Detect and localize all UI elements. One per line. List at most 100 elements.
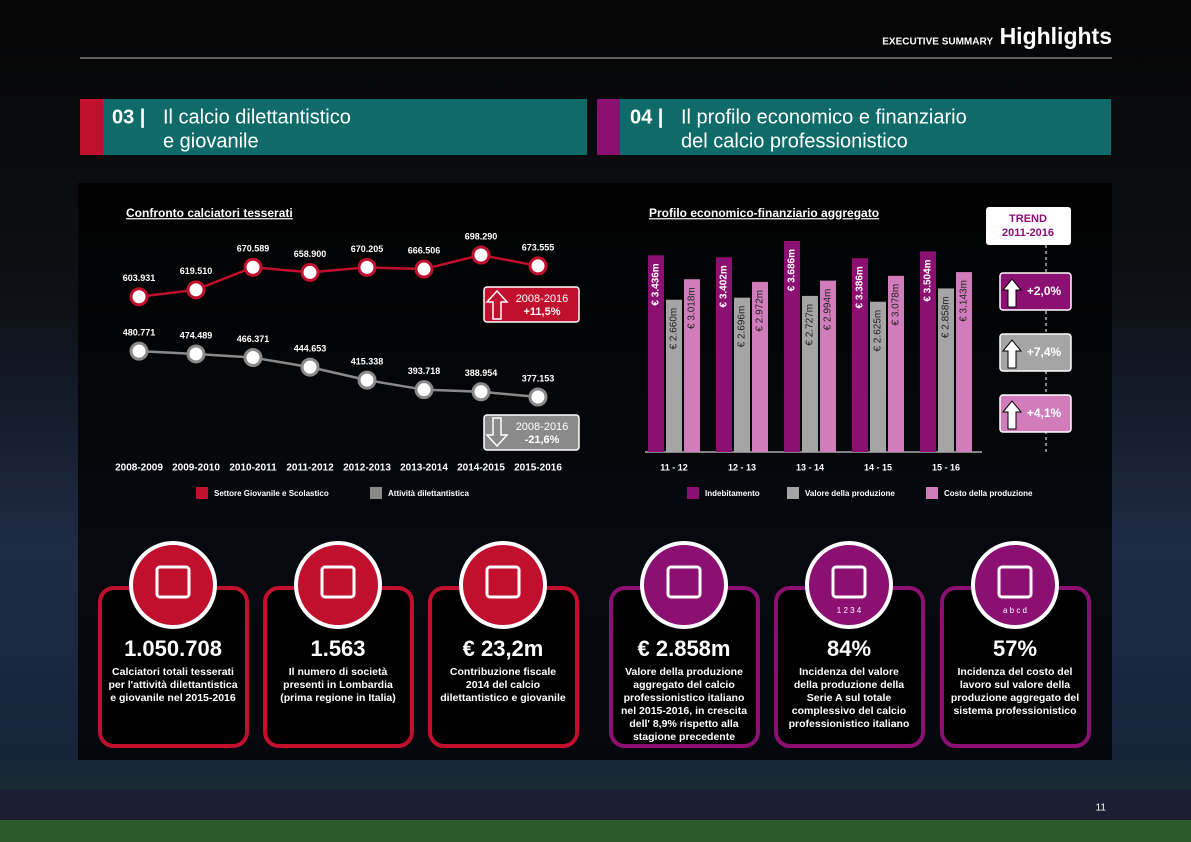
card-description: lavoro sul valore della	[960, 679, 1070, 691]
bar	[752, 281, 768, 452]
legend-label: Attività dilettantistica	[388, 489, 469, 498]
bar	[888, 275, 904, 452]
section-tab	[80, 99, 103, 155]
trend-box	[999, 272, 1072, 311]
legend-label: Settore Giovanile e Scolastico	[214, 489, 329, 498]
trend-value: +4,1%	[1027, 406, 1062, 420]
data-point	[186, 344, 206, 364]
card-description: Incidenza del costo del	[958, 666, 1073, 678]
data-point	[357, 257, 377, 277]
trend-title: TREND	[1009, 213, 1047, 225]
data-point	[471, 245, 491, 265]
content-panel	[78, 183, 1112, 760]
card-description: Il numero di società	[289, 666, 388, 678]
card-icon-glyph	[155, 565, 191, 599]
card-value: € 2.858m	[638, 636, 731, 661]
legend-swatch	[196, 487, 208, 499]
card-icon-glyph	[485, 565, 521, 599]
card-description: della produzione della	[794, 679, 904, 691]
trend-box	[999, 333, 1072, 372]
data-label: 698.290	[465, 231, 498, 241]
data-label: € 2.972m	[755, 290, 766, 332]
data-point	[528, 387, 548, 407]
trend-box	[999, 394, 1072, 433]
card-value: 1.563	[310, 636, 365, 661]
x-tick-label: 2013-2014	[400, 463, 448, 474]
bar	[870, 301, 886, 452]
card-description: dilettantistico e giovanile	[440, 692, 566, 704]
trend-arrow	[1001, 400, 1023, 430]
card-description: complessivo del calcio	[792, 705, 906, 717]
bar	[852, 258, 868, 452]
bar	[802, 295, 818, 452]
x-tick-label: 14 - 15	[864, 462, 892, 472]
section-number: 04 |	[630, 106, 663, 128]
x-tick-label: 2011-2012	[286, 463, 334, 474]
data-label: € 3.402m	[719, 265, 730, 307]
x-tick-label: 2012-2013	[343, 463, 391, 474]
section-title: Il calcio dilettantistico	[163, 106, 351, 128]
card-value: 57%	[993, 636, 1037, 661]
legend-swatch	[370, 487, 382, 499]
section-title: e giovanile	[163, 130, 259, 152]
bar	[716, 257, 732, 452]
card-description: Serie A sul totale	[807, 692, 892, 704]
data-label: 670.589	[237, 244, 270, 254]
chart-title: Profilo economico-finanziario aggregato	[649, 206, 879, 220]
card-description: Incidenza del valore	[799, 666, 899, 678]
data-label: € 3.504m	[923, 259, 934, 301]
page-number: 11	[1096, 803, 1107, 814]
card-icon	[129, 541, 217, 629]
data-point	[528, 256, 548, 276]
legend-swatch	[926, 487, 938, 499]
x-tick-label: 15 - 16	[932, 462, 960, 472]
card-icon-glyph	[831, 565, 867, 599]
card-description: professionistico italiano	[789, 718, 910, 730]
bar	[666, 299, 682, 452]
data-label: 619.510	[180, 266, 213, 276]
bar	[920, 251, 936, 452]
bar	[784, 241, 800, 452]
data-label: € 3.686m	[787, 249, 798, 291]
annotation-arrow	[485, 417, 509, 448]
card-description: Contribuzione fiscale	[450, 666, 556, 678]
card-description: stagione precedente	[633, 731, 735, 743]
card-icon-glyph	[320, 565, 356, 599]
x-tick-label: 2010-2011	[229, 463, 277, 474]
card-icon-text: a b c d	[1003, 606, 1027, 615]
trend-header	[986, 207, 1071, 245]
card-icon-glyph	[997, 565, 1033, 599]
x-tick-label: 12 - 13	[728, 462, 756, 472]
card-description: 2014 del calcio	[466, 679, 540, 691]
card-icon-text: 1 2 3 4	[837, 606, 862, 615]
data-label: 673.555	[522, 242, 555, 252]
data-point	[471, 382, 491, 402]
data-label: 393.718	[408, 366, 441, 376]
card-description: nel 2015-2016, in crescita	[621, 705, 747, 717]
chart-title: Confronto calciatori tesserati	[126, 206, 293, 220]
section-bar	[620, 99, 1111, 155]
section-tab	[597, 99, 620, 155]
card-description: aggregato del calcio	[633, 679, 735, 691]
annotation-period: 2008-2016	[516, 421, 569, 433]
card-description: dell' 8,9% rispetto alla	[629, 718, 738, 730]
annotation-box	[483, 414, 580, 451]
series-line	[138, 253, 539, 298]
legend-swatch	[787, 487, 799, 499]
data-label: € 2.858m	[941, 296, 952, 338]
x-tick-label: 2014-2015	[457, 463, 505, 474]
card-description: per l'attività dilettantistica	[108, 679, 237, 691]
card-icon	[805, 541, 893, 629]
bar	[938, 288, 954, 452]
data-label: 480.771	[123, 328, 156, 338]
trend-arrow	[1001, 339, 1023, 369]
data-label: 474.489	[180, 330, 213, 340]
data-label: 603.931	[123, 273, 156, 283]
data-point	[129, 287, 149, 307]
legend-label: Indebitamento	[705, 489, 760, 498]
section-title: Il profilo economico e finanziario	[681, 106, 967, 128]
data-point	[186, 280, 206, 300]
trend-value: +2,0%	[1027, 284, 1062, 298]
card-description: produzione aggregato del	[951, 692, 1079, 704]
data-point	[300, 262, 320, 282]
